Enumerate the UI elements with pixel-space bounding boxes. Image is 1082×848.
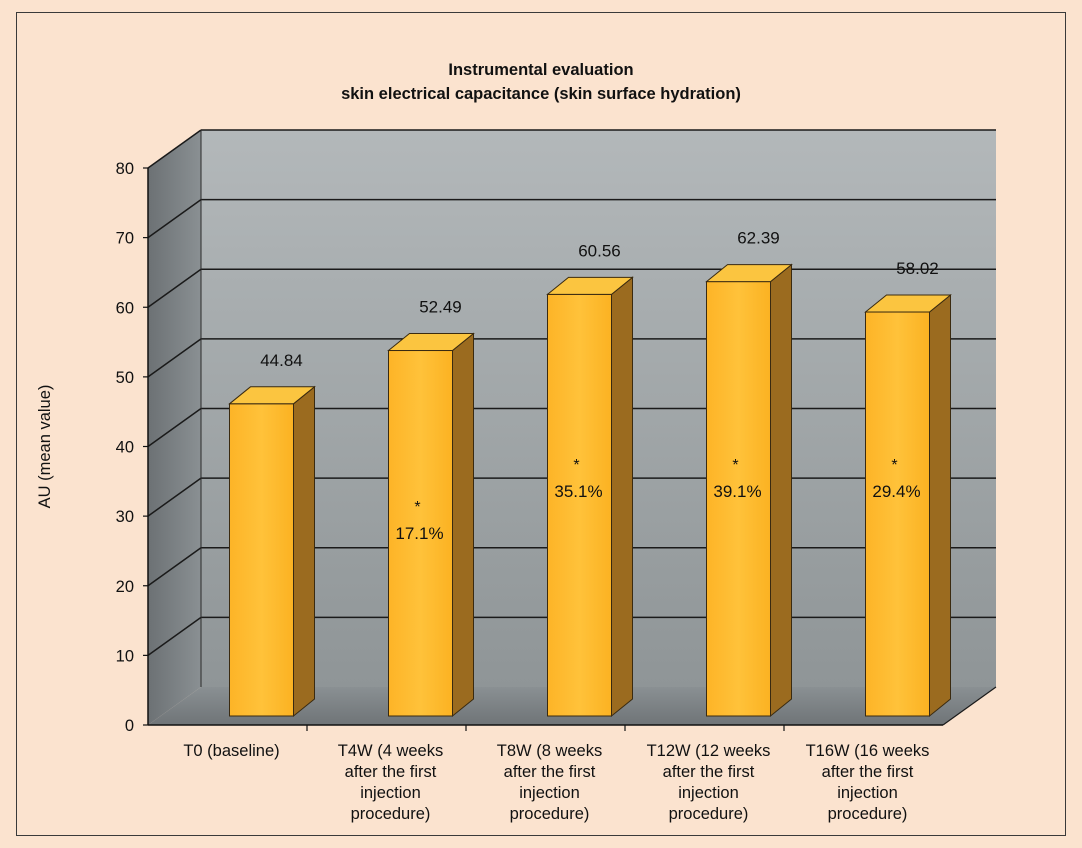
bar-side (293, 385, 315, 718)
gridline-side (147, 129, 202, 169)
y-tick-label: 70 (116, 230, 134, 248)
bar-front (865, 311, 930, 717)
y-axis-label: AU (mean value) (36, 385, 54, 509)
bar-top (387, 333, 475, 352)
y-tick-label: 40 (116, 439, 134, 457)
data-label: 62.39 (737, 229, 780, 248)
x-tick-label: T8W (8 weeks after the first injection proc… (497, 742, 602, 823)
x-tick-label-line: injection (519, 784, 580, 802)
data-label: 52.49 (419, 298, 462, 317)
gridline-side (147, 547, 202, 587)
gridline-side (147, 616, 202, 656)
bar-front (229, 403, 294, 717)
y-tick-label: 0 (125, 717, 134, 735)
significance-mark: * (732, 457, 738, 474)
x-tick-label-line: procedure) (351, 805, 431, 823)
y-tick-label: 20 (116, 578, 134, 596)
x-tick-label: T0 (baseline) (183, 742, 279, 760)
gridline-side (147, 199, 202, 239)
x-tick-label-line: procedure) (669, 805, 749, 823)
gridline-side (147, 407, 202, 448)
data-label: 60.56 (578, 241, 621, 260)
chart-title: Instrumental evaluation (448, 61, 634, 79)
y-tick-label: 10 (116, 647, 134, 665)
x-tick-label: T12W (12 weeks after the first injection pr… (647, 742, 771, 823)
x-tick-label-line: T8W (8 weeks (497, 742, 602, 760)
y-tick-label: 50 (116, 369, 134, 387)
x-tick-label-line: procedure) (828, 805, 908, 823)
percent-change-label: 35.1% (554, 482, 602, 501)
y-tick-label: 60 (116, 299, 134, 317)
chart-subtitle: skin electrical capacitance (skin surfac… (341, 85, 741, 103)
x-tick-label-line: after the first (822, 763, 914, 781)
x-tick-label-line: T0 (baseline) (183, 742, 279, 760)
bar-top (228, 386, 316, 405)
data-label: 44.84 (260, 351, 303, 370)
bar-top (864, 294, 952, 313)
data-label: 58.02 (896, 259, 939, 278)
x-tick-label-line: after the first (504, 763, 596, 781)
floor-edge (942, 686, 997, 726)
percent-change-label: 39.1% (713, 482, 761, 501)
significance-mark: * (414, 499, 420, 516)
y-tick-label: 30 (116, 508, 134, 526)
bar-front (388, 350, 453, 717)
percent-change-label: 29.4% (872, 482, 920, 501)
x-tick-label-line: T12W (12 weeks (647, 742, 771, 760)
x-tick-label-line: after the first (345, 763, 437, 781)
bar (387, 332, 475, 718)
bar-side (770, 263, 792, 718)
bar (228, 385, 316, 718)
significance-mark: * (891, 457, 897, 474)
bar-side (611, 276, 633, 718)
bar-side (929, 293, 951, 718)
y-tick-label: 80 (116, 160, 134, 178)
bar-front (547, 293, 612, 717)
x-tick-label: T16W (16 weeks after the first injection pr… (806, 742, 930, 823)
significance-mark: * (573, 457, 579, 474)
bar-top (705, 264, 793, 283)
x-tick-label-line: after the first (663, 763, 755, 781)
x-tick-label-line: injection (837, 784, 898, 802)
x-tick-label: T4W (4 weeks after the first injection proc… (338, 742, 443, 823)
x-tick-label-line: injection (678, 784, 739, 802)
gridline-side (147, 268, 202, 308)
x-tick-label-line: injection (360, 784, 421, 802)
bar (705, 263, 793, 718)
percent-change-label: 17.1% (395, 524, 443, 543)
x-tick-label-line: T16W (16 weeks (806, 742, 930, 760)
gridline-side (147, 338, 202, 378)
bar-front (706, 281, 771, 717)
gridline-side (147, 477, 202, 517)
bar (546, 276, 634, 718)
bar-side (452, 332, 474, 718)
bar-top (546, 276, 634, 295)
x-tick-label-line: T4W (4 weeks (338, 742, 443, 760)
x-tick-label-line: procedure) (510, 805, 590, 823)
bar (864, 293, 952, 718)
